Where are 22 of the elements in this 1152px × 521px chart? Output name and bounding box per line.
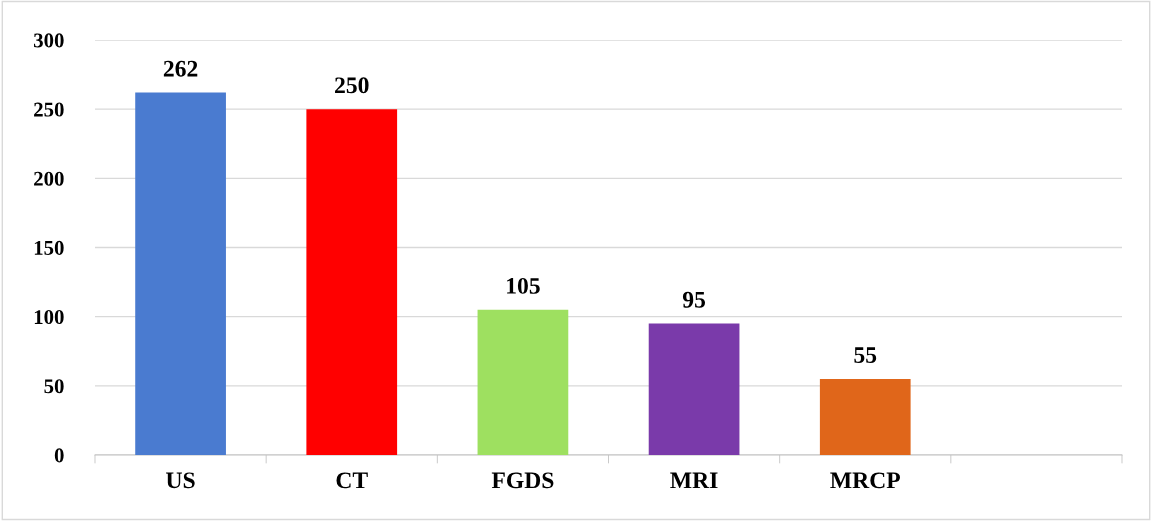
- x-tick-label: US: [166, 472, 195, 489]
- y-tick-label: 250: [34, 102, 64, 117]
- data-label: 95: [682, 291, 706, 308]
- x-tick-label: CT: [336, 472, 368, 489]
- bar: [648, 323, 740, 455]
- bar: [477, 309, 569, 455]
- bar: [135, 92, 226, 455]
- x-tick-label: FGDS: [491, 472, 554, 489]
- data-label: 105: [507, 277, 540, 294]
- data-label: 250: [335, 77, 369, 94]
- data-label: 55: [854, 347, 877, 364]
- y-tick-label: 300: [33, 33, 64, 48]
- data-label: 262: [163, 60, 198, 77]
- y-tick-label: 100: [34, 310, 64, 325]
- y-tick-label: 50: [44, 379, 64, 394]
- bar: [306, 109, 398, 455]
- y-tick-label: 150: [34, 240, 64, 255]
- y-tick-label: 0: [54, 448, 64, 463]
- x-tick-label: MRCP: [830, 472, 900, 489]
- y-tick-label: 200: [34, 171, 64, 186]
- x-tick-label: MRI: [670, 472, 718, 489]
- bar: [819, 378, 911, 455]
